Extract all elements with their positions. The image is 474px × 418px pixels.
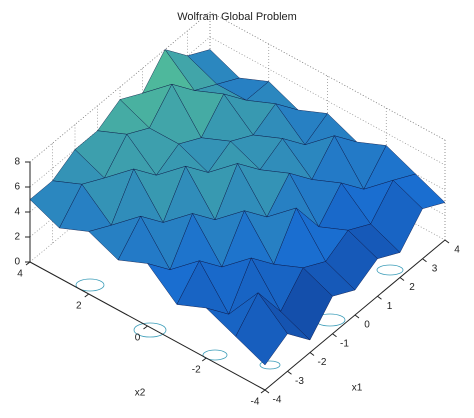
grid-line bbox=[209, 36, 446, 166]
z-tick-label: 6 bbox=[14, 182, 20, 193]
x-tick-label: 2 bbox=[409, 282, 415, 293]
x-tick-label: -3 bbox=[295, 376, 304, 387]
tick-mark bbox=[444, 239, 450, 244]
z-tick-label: 0 bbox=[14, 257, 20, 268]
y-tick-label: -4 bbox=[251, 397, 260, 408]
tick-mark bbox=[260, 389, 266, 394]
x-tick-label: 4 bbox=[454, 245, 460, 256]
tick-mark bbox=[287, 370, 292, 375]
grid-line bbox=[209, 11, 446, 141]
y-axis-label: x2 bbox=[135, 388, 146, 399]
x-tick-label: -4 bbox=[273, 395, 282, 406]
tick-mark bbox=[264, 389, 270, 394]
x-axis-label: x1 bbox=[352, 383, 363, 394]
x-tick-label: 1 bbox=[387, 301, 393, 312]
axis-line bbox=[264, 239, 446, 391]
surface-patch bbox=[235, 292, 288, 366]
x-tick-label: -1 bbox=[340, 338, 349, 349]
y-tick-label: 4 bbox=[17, 269, 23, 280]
tick-mark bbox=[377, 295, 382, 300]
x-tick-label: -2 bbox=[318, 357, 327, 368]
chart-title: Wolfram Global Problem bbox=[177, 11, 297, 23]
tick-mark bbox=[332, 333, 337, 338]
y-tick-label: 2 bbox=[76, 301, 82, 312]
tick-mark bbox=[309, 352, 315, 356]
y-tick-label: 0 bbox=[135, 333, 141, 344]
tick-mark bbox=[354, 314, 360, 319]
y-tick-label: -2 bbox=[192, 365, 201, 376]
tick-mark bbox=[143, 325, 148, 330]
tick-mark bbox=[399, 277, 405, 281]
tick-mark bbox=[84, 293, 90, 298]
z-tick-label: 2 bbox=[14, 232, 20, 243]
tick-mark bbox=[25, 261, 31, 266]
tick-mark bbox=[201, 357, 207, 362]
floor-contours bbox=[75, 264, 404, 370]
z-tick-label: 4 bbox=[14, 207, 20, 218]
tick-mark bbox=[422, 258, 427, 263]
z-tick-label: 8 bbox=[14, 157, 20, 168]
x-tick-label: 3 bbox=[432, 263, 438, 274]
axis-line bbox=[29, 261, 266, 391]
x-tick-label: 0 bbox=[364, 320, 370, 331]
